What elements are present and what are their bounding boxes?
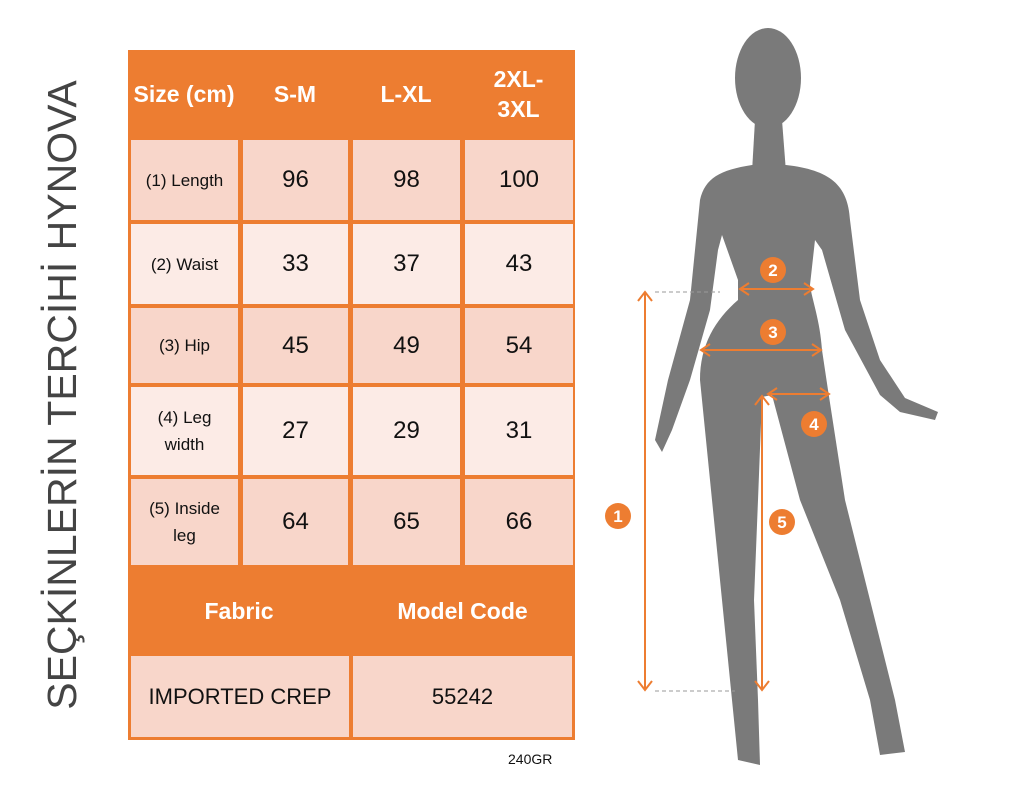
watermark: SEÇKİNLERİN TERCİHİ HYNOVA [39, 80, 85, 710]
row-label-waist: (2) Waist [131, 224, 238, 304]
marker-3-label: 3 [768, 323, 777, 342]
guide-lines [655, 291, 735, 692]
header-l-xl: L-XL [380, 81, 432, 107]
cell-hip-2: 49 [353, 308, 460, 383]
weight-note: 240GR [508, 751, 553, 767]
cell-inside-leg-1: 64 [243, 479, 348, 565]
cell-hip-1: 45 [243, 308, 348, 383]
row-label-leg-width: (4) Leg width [131, 387, 238, 475]
marker-5 [769, 509, 795, 535]
cell-hip-3: 54 [465, 308, 573, 383]
header-2xl-3xl: 2XL-3XL [493, 66, 544, 122]
cell-waist-2: 37 [353, 224, 460, 304]
cell-leg-width-2: 29 [353, 387, 460, 475]
row-label-inside-leg: (5) Inside leg [131, 479, 238, 565]
marker-2 [760, 257, 786, 283]
marker-4-label: 4 [809, 415, 819, 434]
measurement-arrows [637, 282, 831, 692]
header-fabric: Fabric [204, 598, 274, 624]
cell-length-1: 96 [243, 140, 348, 220]
size-chart-table: Size (cm) S-M L-XL 2XL-3XL (1) Length 96 9… [128, 50, 575, 740]
marker-badges: 1 2 3 4 5 [605, 257, 827, 535]
model-code-value: 55242 [353, 656, 572, 737]
header-s-m: S-M [273, 81, 317, 107]
marker-3 [760, 319, 786, 345]
cell-leg-width-3: 31 [465, 387, 573, 475]
cell-leg-width-1: 27 [243, 387, 348, 475]
header-size: Size (cm) [133, 81, 235, 107]
cell-inside-leg-2: 65 [353, 479, 460, 565]
marker-2-label: 2 [768, 261, 777, 280]
fabric-value: IMPORTED CREP [131, 656, 349, 737]
cell-waist-1: 33 [243, 224, 348, 304]
marker-5-label: 5 [777, 513, 786, 532]
marker-1 [605, 503, 631, 529]
silhouette [655, 28, 938, 765]
cell-inside-leg-3: 66 [465, 479, 573, 565]
row-label-hip: (3) Hip [131, 308, 238, 383]
marker-4 [801, 411, 827, 437]
header-model-code: Model Code [397, 598, 528, 624]
cell-length-2: 98 [353, 140, 460, 220]
row-label-length: (1) Length [131, 140, 238, 220]
marker-1-label: 1 [613, 507, 622, 526]
cell-waist-3: 43 [465, 224, 573, 304]
cell-length-3: 100 [465, 140, 573, 220]
